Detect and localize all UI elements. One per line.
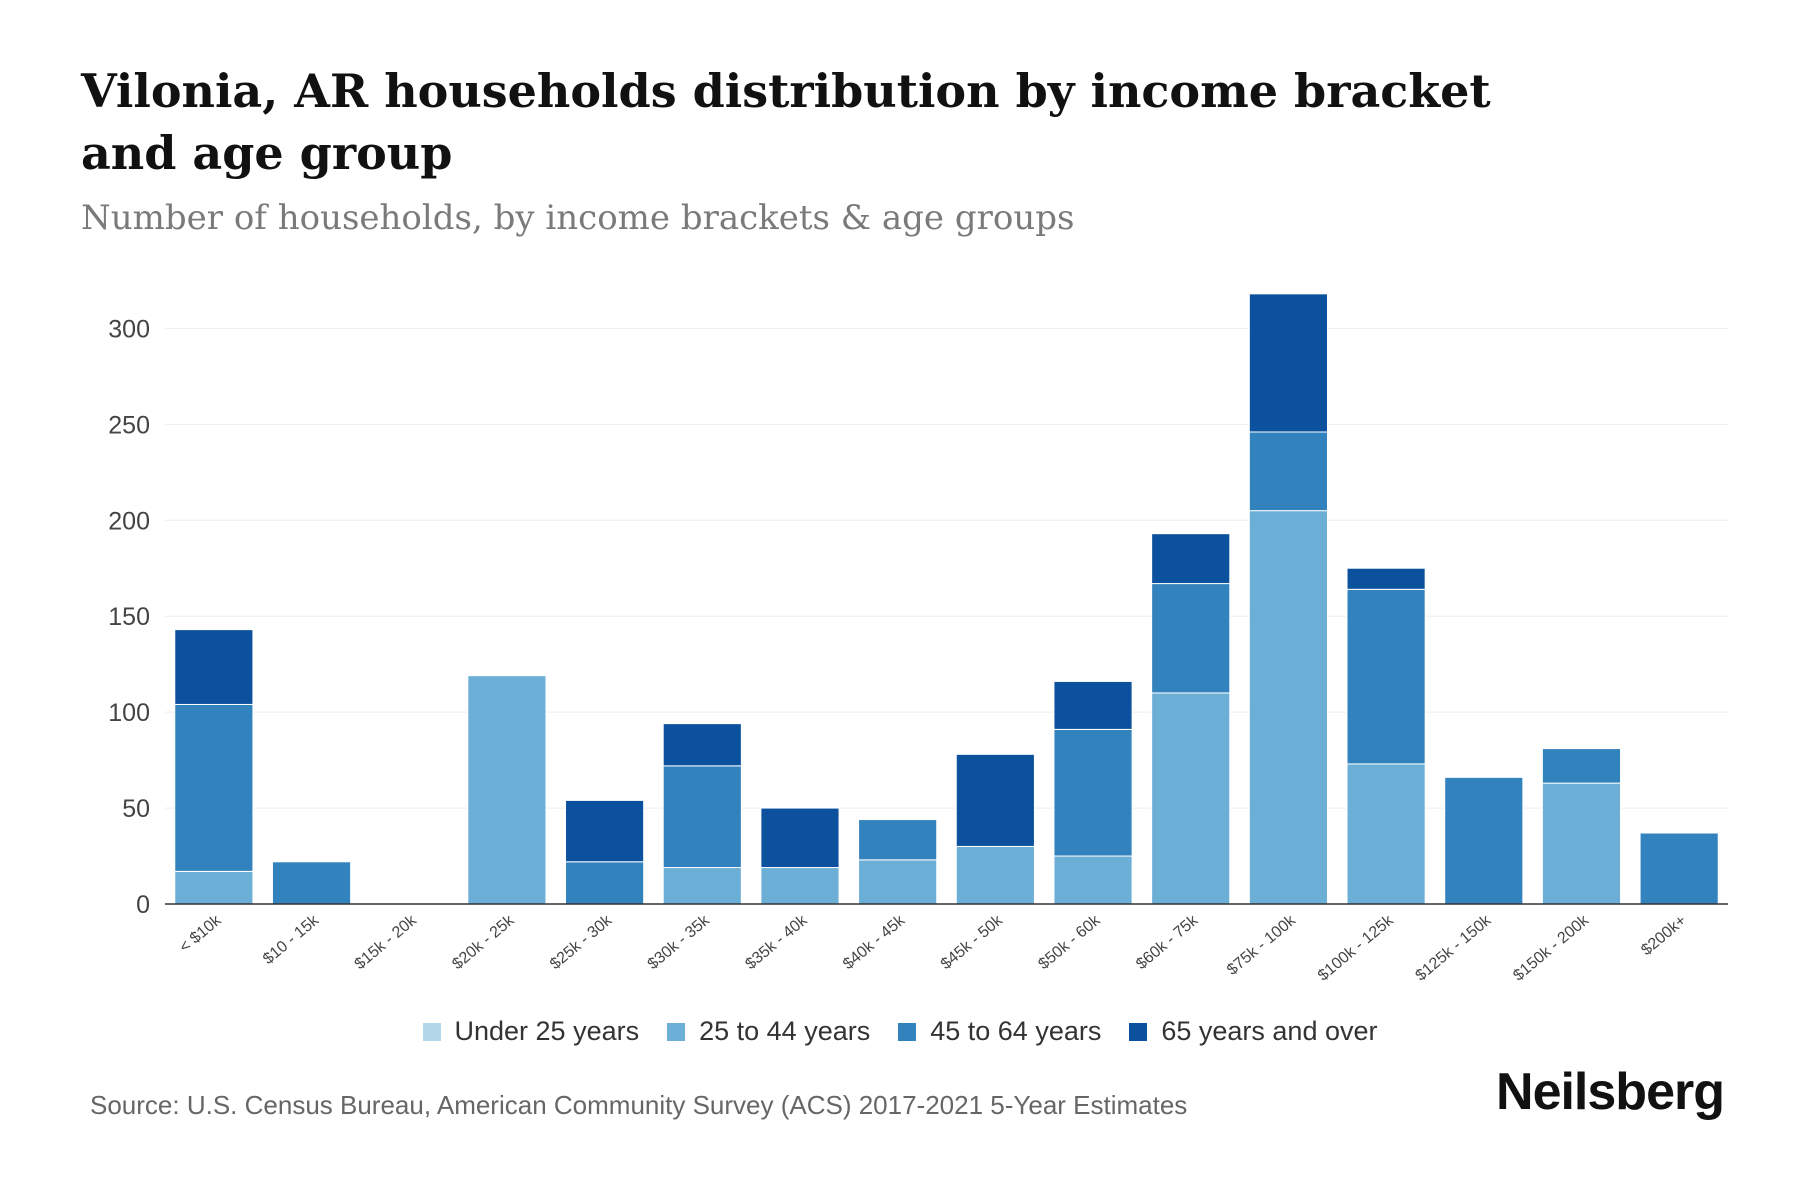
x-tick-label: $150k - 200k [1510, 911, 1593, 984]
bar-segment [1151, 533, 1231, 585]
bar-segment [174, 629, 254, 705]
bar-segment [271, 861, 352, 905]
bar-segment [467, 675, 547, 905]
x-tick-label: $35k - 40k [742, 911, 811, 973]
legend-item: Under 25 years [422, 1016, 640, 1047]
bar-segment [1151, 583, 1231, 694]
bar-segment [662, 867, 742, 905]
bar-segment [565, 799, 645, 863]
x-tick-label: < $10k [176, 911, 225, 956]
legend-item: 45 to 64 years [898, 1016, 1101, 1047]
y-tick-label: 100 [108, 699, 150, 727]
chart-subtitle: Number of households, by income brackets… [81, 198, 1075, 238]
source-note: Source: U.S. Census Bureau, American Com… [90, 1090, 1188, 1120]
bars [174, 293, 1719, 905]
legend-item: 65 years and over [1129, 1016, 1378, 1047]
y-tick-label: 50 [122, 795, 150, 823]
bar-segment [760, 867, 840, 905]
bar-segment [1541, 748, 1622, 784]
x-tick-label: $20k - 25k [449, 911, 518, 973]
y-tick-label: 300 [108, 315, 150, 343]
x-tick-label: $200k+ [1638, 912, 1689, 959]
bar-segment [760, 807, 840, 869]
bar-segment [1541, 782, 1622, 905]
y-tick-label: 150 [108, 603, 150, 631]
legend-label: 25 to 44 years [699, 1016, 871, 1046]
x-tick-label: $50k - 60k [1035, 911, 1104, 973]
y-axis-ticks: 0 50 100 150 200 250 300 [108, 315, 150, 919]
bar-segment [1248, 510, 1328, 905]
brand-logo: Neilsberg [1496, 1063, 1725, 1121]
bar-segment [1248, 293, 1328, 433]
x-tick-label: $45k - 50k [938, 911, 1007, 973]
legend-label: 45 to 64 years [930, 1016, 1102, 1046]
bar-segment [1053, 680, 1133, 730]
bar-segment [955, 845, 1035, 905]
bar-segment [1053, 855, 1133, 905]
legend: Under 25 years 25 to 44 years 45 to 64 yea… [0, 1016, 1800, 1047]
x-tick-label: $60k - 75k [1133, 911, 1202, 973]
x-tick-label: $30k - 35k [645, 911, 714, 973]
x-tick-label: $75k - 100k [1224, 911, 1300, 978]
legend-swatch [667, 1022, 686, 1041]
legend-swatch [1129, 1022, 1148, 1041]
gridlines [165, 327, 1728, 809]
y-tick-label: 0 [136, 891, 150, 919]
bar-segment [1053, 728, 1133, 857]
bar-segment [174, 703, 254, 872]
bar-segment [1346, 567, 1426, 590]
bar-segment [662, 723, 742, 767]
bar-segment [1346, 763, 1426, 905]
bar-segment [955, 753, 1035, 847]
legend-swatch [422, 1022, 441, 1041]
chart-title: Vilonia, AR households distribution by i… [81, 64, 1491, 180]
y-tick-label: 250 [108, 411, 150, 439]
x-tick-label: $15k - 20k [352, 911, 421, 973]
x-tick-label: $10 - 15k [260, 911, 323, 968]
bar-segment [1444, 776, 1524, 905]
x-tick-label: $125k - 150k [1413, 911, 1496, 984]
x-tick-label: $100k - 125k [1315, 911, 1398, 984]
bar-segment [858, 819, 938, 861]
bar-segment [1639, 832, 1719, 905]
x-axis-ticks: < $10k $10 - 15k $15k - 20k $20k - 25k $25k … [176, 911, 1689, 984]
y-tick-label: 200 [108, 507, 150, 535]
legend-item: 25 to 44 years [667, 1016, 870, 1047]
bar-segment [1346, 588, 1426, 765]
bar-segment [174, 870, 254, 905]
x-tick-label: $40k - 45k [840, 911, 909, 973]
bar-segment [1248, 431, 1328, 512]
legend-label: 65 years and over [1161, 1016, 1378, 1046]
bar-segment [565, 861, 645, 905]
legend-label: Under 25 years [454, 1016, 640, 1046]
bar-segment [662, 765, 742, 869]
legend-swatch [898, 1022, 917, 1041]
x-tick-label: $25k - 30k [547, 911, 616, 973]
bar-segment [858, 859, 938, 905]
bar-segment [1151, 692, 1231, 905]
